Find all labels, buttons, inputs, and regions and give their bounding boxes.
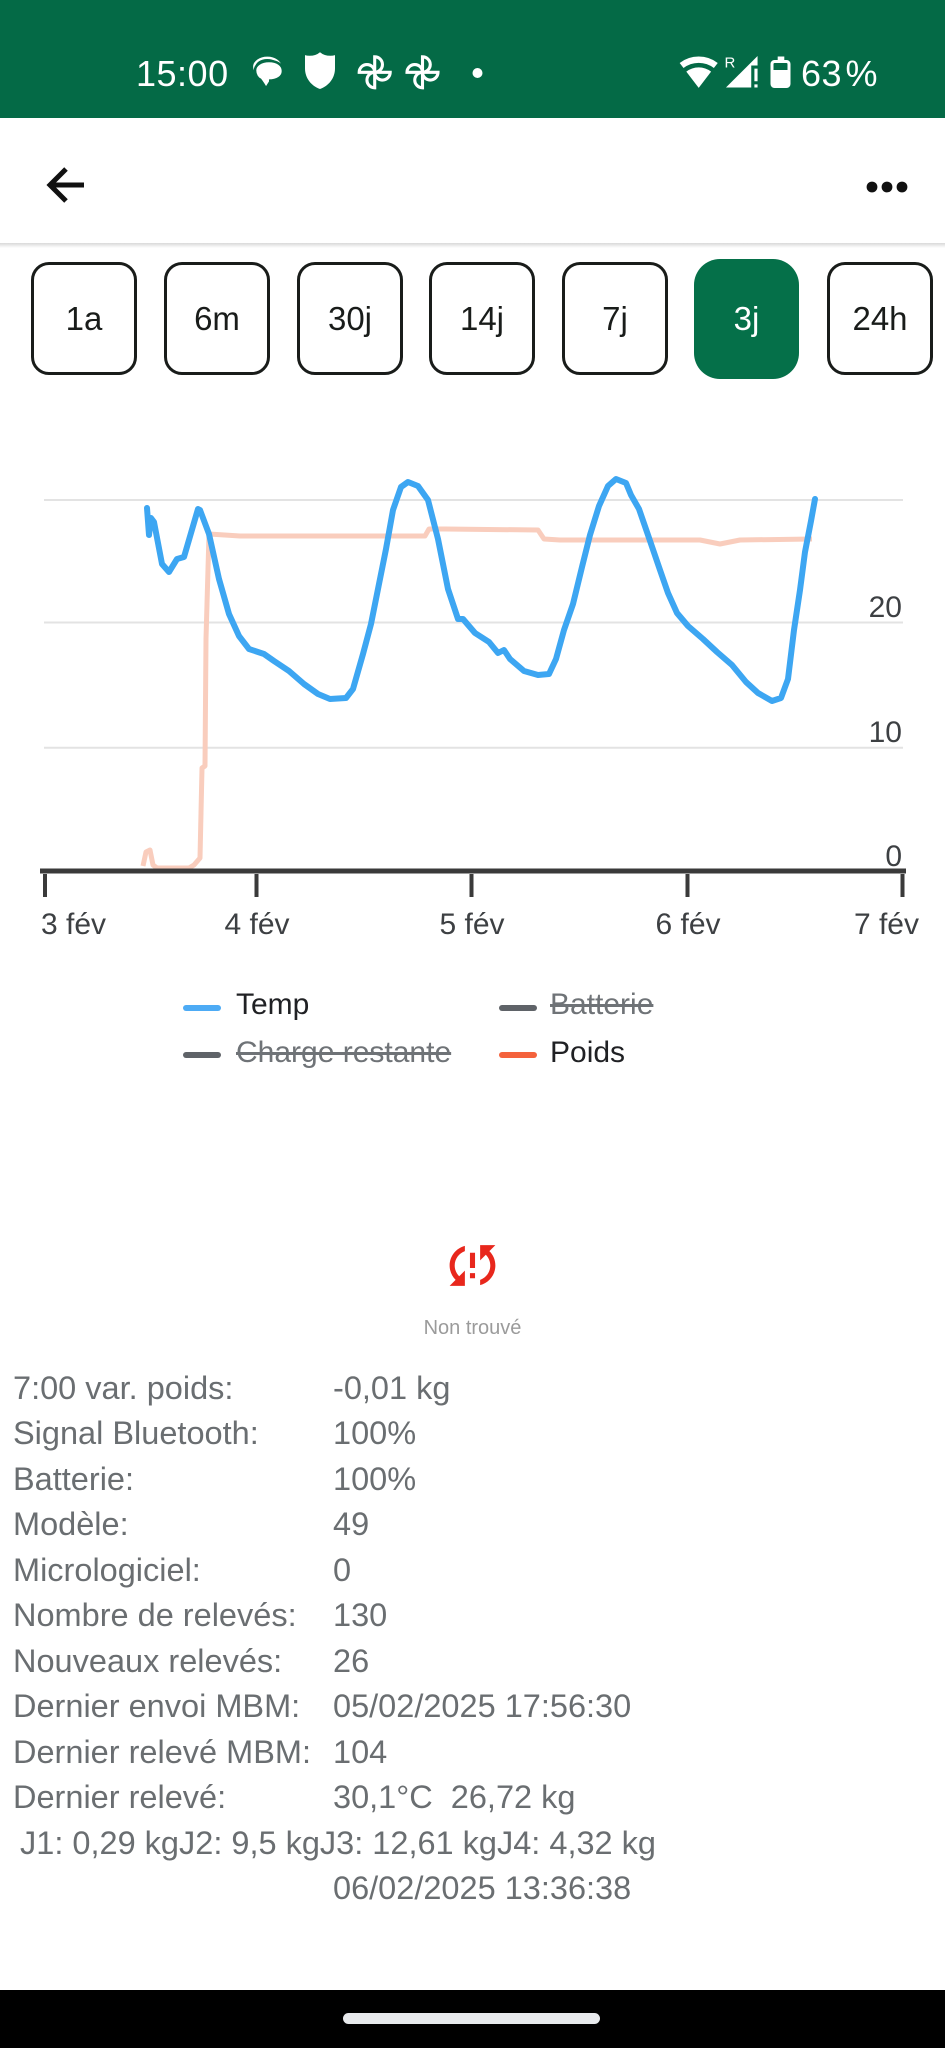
svg-text:R: R [725, 55, 736, 72]
svg-text:10: 10 [869, 716, 902, 749]
svg-text:6 fév: 6 fév [655, 908, 720, 941]
svg-text:4 fév: 4 fév [224, 908, 289, 941]
svg-text:7 fév: 7 fév [854, 908, 919, 941]
svg-text:20: 20 [869, 591, 902, 624]
svg-text:5 fév: 5 fév [439, 908, 504, 941]
svg-text:0: 0 [885, 840, 902, 873]
svg-text:3 fév: 3 fév [41, 908, 106, 941]
